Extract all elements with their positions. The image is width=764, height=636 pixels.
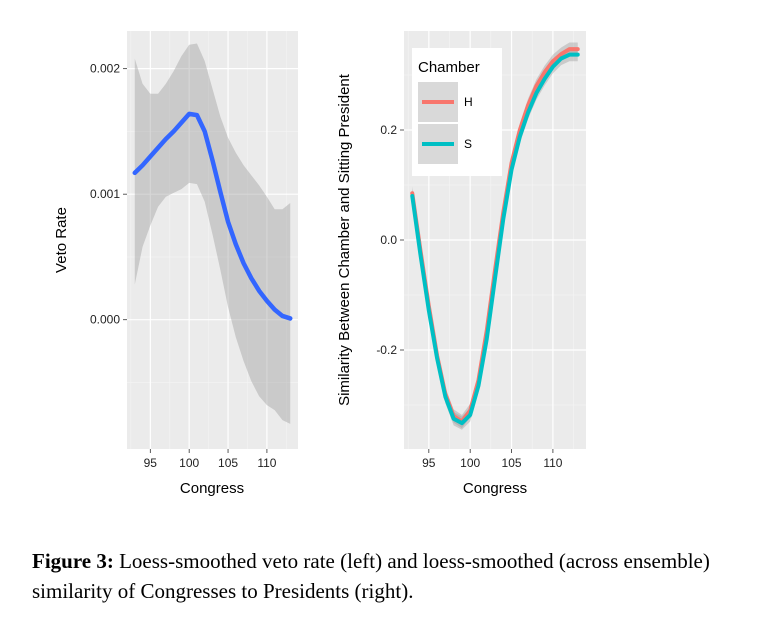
- similarity-chart: -0.2 0.0 0.2 95 100 105 110 Congress Similari…: [336, 31, 586, 497]
- veto-x-axis-title: Congress: [180, 480, 244, 497]
- veto-y-tick-label: 0.000: [90, 313, 120, 327]
- legend-label-h: H: [464, 95, 473, 109]
- similarity-x-tick-label: 100: [460, 456, 480, 470]
- figure-caption-label: Figure 3:: [32, 549, 114, 573]
- veto-x-tick-label: 95: [144, 456, 158, 470]
- veto-grid: [127, 31, 298, 449]
- similarity-x-axis-title: Congress: [463, 480, 527, 497]
- similarity-y-axis-title: Similarity Between Chamber and Sitting P…: [336, 73, 353, 406]
- veto-y-tick-label: 0.001: [90, 187, 120, 201]
- similarity-y-tick-label: 0.2: [380, 123, 397, 137]
- similarity-x-tick-label: 110: [543, 456, 562, 470]
- veto-x-tick-label: 110: [257, 456, 276, 470]
- similarity-senate-line: [410, 52, 580, 426]
- similarity-x-tick-label: 105: [502, 456, 522, 470]
- veto-rate-chart: 0.000 0.001 0.002 95 100 105 110 Congress Vet…: [53, 31, 298, 497]
- veto-y-ticks: 0.000 0.001 0.002: [90, 62, 127, 327]
- veto-y-axis-title: Veto Rate: [53, 207, 70, 273]
- legend-label-s: S: [464, 137, 472, 151]
- legend-title: Chamber: [418, 59, 480, 76]
- veto-x-ticks: 95 100 105 110: [144, 449, 277, 470]
- similarity-x-tick-label: 95: [422, 456, 436, 470]
- figure-caption-text: Loess-smoothed veto rate (left) and loes…: [32, 549, 710, 603]
- similarity-y-tick-label: -0.2: [376, 343, 397, 357]
- similarity-y-tick-label: 0.0: [380, 233, 397, 247]
- veto-rate-line: [132, 111, 293, 321]
- chamber-legend: Chamber H S: [412, 48, 502, 176]
- veto-panel-background: [127, 31, 298, 449]
- veto-x-tick-label: 105: [218, 456, 238, 470]
- figure-charts: 0.000 0.001 0.002 95 100 105 110 Congress Vet…: [53, 31, 586, 497]
- veto-y-tick-label: 0.002: [90, 62, 120, 76]
- figure-caption: Figure 3: Loess-smoothed veto rate (left…: [32, 546, 744, 606]
- similarity-y-ticks: -0.2 0.0 0.2: [376, 123, 404, 357]
- veto-confidence-band: [134, 43, 291, 424]
- veto-x-tick-label: 100: [179, 456, 199, 470]
- similarity-x-ticks: 95 100 105 110: [422, 449, 563, 470]
